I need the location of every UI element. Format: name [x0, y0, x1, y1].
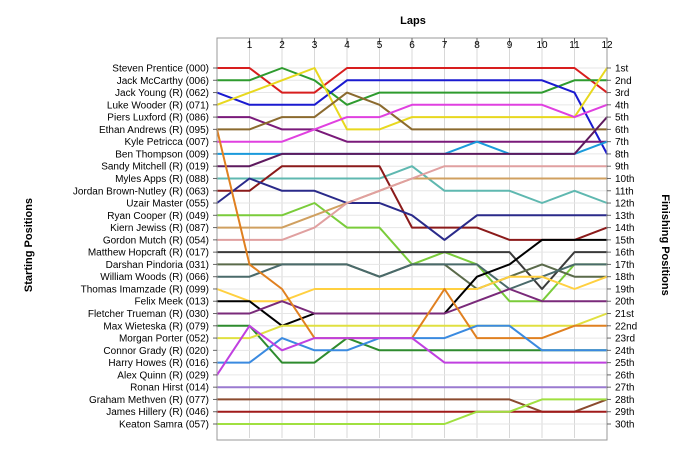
driver-series-line-30	[216, 398, 608, 425]
finishing-position-label: 3rd	[615, 88, 629, 99]
starting-position-label: Fletcher Trueman (R) (030)	[88, 309, 209, 320]
driver-series-line-6	[216, 91, 608, 131]
finishing-position-label: 15th	[615, 235, 634, 246]
driver-series-line-21	[216, 288, 608, 315]
starting-position-label: Kyle Petricca (007)	[125, 137, 209, 148]
starting-position-label: Ryan Cooper (R) (049)	[107, 211, 209, 222]
lap-tick-label: 5	[377, 40, 383, 51]
driver-series-line-3	[216, 79, 608, 155]
left-axis-label: Starting Positions	[23, 198, 35, 292]
starting-position-label: Ronan Hirst (014)	[130, 383, 209, 394]
lap-tick-label: 3	[312, 40, 318, 51]
lap-tick-label: 6	[409, 40, 415, 51]
starting-position-label: Graham Methven (R) (077)	[89, 395, 209, 406]
starting-position-label: Sandy Mitchell (R) (019)	[101, 162, 209, 173]
finishing-position-label: 14th	[615, 223, 634, 234]
starting-position-label: Darshan Pindoria (031)	[106, 260, 209, 271]
driver-series-line-4	[216, 67, 608, 131]
finishing-position-label: 19th	[615, 284, 634, 295]
driver-series-line-23	[216, 312, 608, 340]
starting-position-label: James Hillery (R) (046)	[106, 407, 209, 418]
finishing-position-label: 27th	[615, 383, 634, 394]
starting-position-label: Kiern Jewiss (R) (087)	[110, 223, 209, 234]
finishing-position-label: 9th	[615, 162, 629, 173]
driver-series-line-7	[216, 103, 608, 143]
starting-position-label: Ben Thompson (009)	[115, 149, 209, 160]
finishing-position-label: 5th	[615, 113, 629, 124]
finishing-position-label: 29th	[615, 407, 634, 418]
starting-position-label: Thomas Imamzade (R) (099)	[81, 284, 209, 295]
finishing-position-label: 20th	[615, 297, 634, 308]
finishing-position-label: 10th	[615, 174, 634, 185]
starting-position-label: Piers Luxford (R) (086)	[107, 113, 209, 124]
lap-tick-label: 8	[474, 40, 480, 51]
finishing-position-label: 7th	[615, 137, 629, 148]
driver-series-line-1	[216, 67, 608, 94]
starting-position-label: Myles Apps (R) (088)	[115, 174, 209, 185]
finishing-position-label: 26th	[615, 370, 634, 381]
finishing-position-label: 4th	[615, 100, 629, 111]
starting-position-label: Ethan Andrews (R) (095)	[99, 125, 209, 136]
finishing-position-label: 6th	[615, 125, 629, 136]
driver-series-line-2	[216, 67, 608, 106]
finishing-position-label: 12th	[615, 199, 634, 210]
starting-position-label: Uzair Master (055)	[126, 199, 209, 210]
finishing-position-label: 17th	[615, 260, 634, 271]
lap-tick-label: 11	[569, 40, 580, 51]
starting-position-label: Jack Young (R) (062)	[115, 88, 209, 99]
driver-series-line-10	[216, 165, 608, 204]
starting-position-label: Harry Howes (R) (016)	[108, 358, 209, 369]
driver-series-line-9	[216, 116, 608, 168]
starting-position-label: William Woods (R) (066)	[100, 272, 209, 283]
top-axis-label: Laps	[400, 15, 426, 27]
starting-position-label: Keaton Samra (057)	[119, 420, 209, 431]
series-layer	[216, 67, 608, 425]
finishing-position-label: 24th	[615, 346, 634, 357]
finishing-position-label: 16th	[615, 248, 634, 259]
driver-series-line-16	[216, 251, 608, 290]
starting-position-label: Jack McCarthy (006)	[117, 76, 209, 87]
lap-tick-label: 2	[279, 40, 285, 51]
finishing-position-label: 11th	[615, 186, 634, 197]
driver-series-line-5	[216, 116, 608, 143]
finishing-position-label: 22nd	[615, 321, 637, 332]
starting-position-label: Jordan Brown-Nutley (R) (063)	[73, 186, 209, 197]
starting-position-label: Max Wieteska (R) (079)	[103, 321, 209, 332]
driver-series-line-12	[216, 177, 608, 241]
starting-position-label: Gordon Mutch (R) (054)	[103, 235, 209, 246]
lap-tick-label: 4	[344, 40, 350, 51]
finishing-position-label: 28th	[615, 395, 634, 406]
driver-series-line-26	[216, 324, 608, 376]
lap-tick-label: 10	[536, 40, 548, 51]
driver-series-line-15	[216, 165, 608, 241]
starting-position-label: Connor Grady (R) (020)	[103, 346, 209, 357]
lap-tick-label: 7	[442, 40, 448, 51]
finishing-position-label: 18th	[615, 272, 634, 283]
finishing-position-label: 2nd	[615, 76, 632, 87]
starting-position-label: Alex Quinn (R) (029)	[117, 370, 209, 381]
finishing-position-label: 8th	[615, 149, 629, 160]
finishing-position-label: 30th	[615, 420, 634, 431]
starting-position-label: Luke Wooder (R) (071)	[107, 100, 209, 111]
finishing-position-label: 23rd	[615, 334, 635, 345]
finishing-position-label: 21st	[615, 309, 634, 320]
lap-tick-label: 9	[507, 40, 513, 51]
finishing-position-label: 13th	[615, 211, 634, 222]
starting-position-label: Steven Prentice (000)	[112, 64, 209, 75]
starting-position-label: Morgan Porter (052)	[119, 334, 209, 345]
lap-tick-label: 12	[601, 40, 613, 51]
starting-position-label: Matthew Hopcraft (R) (017)	[88, 248, 209, 259]
right-axis-label: Finishing Positions	[659, 194, 671, 295]
lap-tick-label: 1	[247, 40, 253, 51]
finishing-position-label: 1st	[615, 64, 629, 75]
starting-position-label: Felix Meek (013)	[135, 297, 209, 308]
finishing-position-label: 25th	[615, 358, 634, 369]
